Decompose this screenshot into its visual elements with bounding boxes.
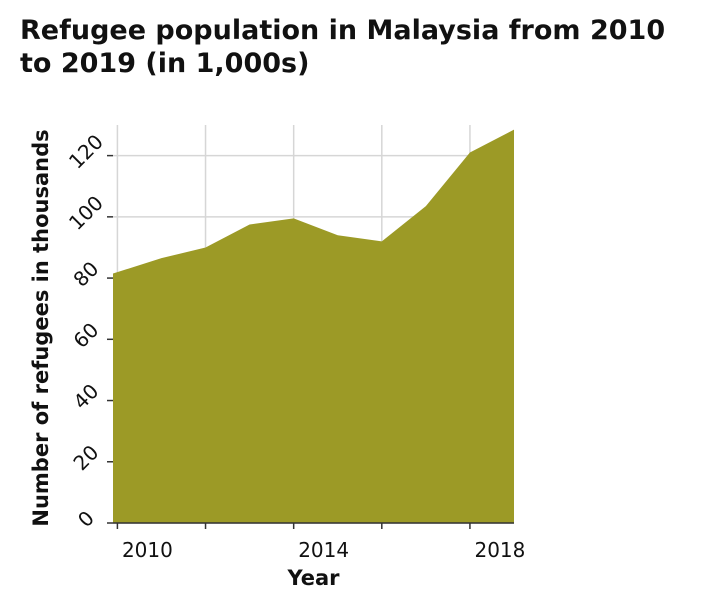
y-tick-labels: 0 20 40 60 80 100 120 [64,130,108,532]
y-axis-title: Number of refugees in thousands [29,129,53,526]
y-tick-label: 120 [64,130,108,174]
y-tick-label: 100 [64,191,108,235]
x-tick-labels: 2010 2014 2018 [122,538,525,562]
x-tick-label: 2018 [474,538,525,562]
y-tick-label: 40 [68,379,103,414]
y-tick-label: 80 [68,257,103,292]
y-tick-label: 20 [68,440,103,475]
axes [107,154,514,529]
y-tick-label: 60 [68,318,103,353]
chart-title: Refugee population in Malaysia from 2010… [20,15,666,79]
y-tick-label: 0 [73,506,99,532]
x-tick-label: 2014 [298,538,349,562]
x-axis-title: Year [286,566,340,590]
x-tick-label: 2010 [122,538,173,562]
area-series-refugees [113,129,514,524]
